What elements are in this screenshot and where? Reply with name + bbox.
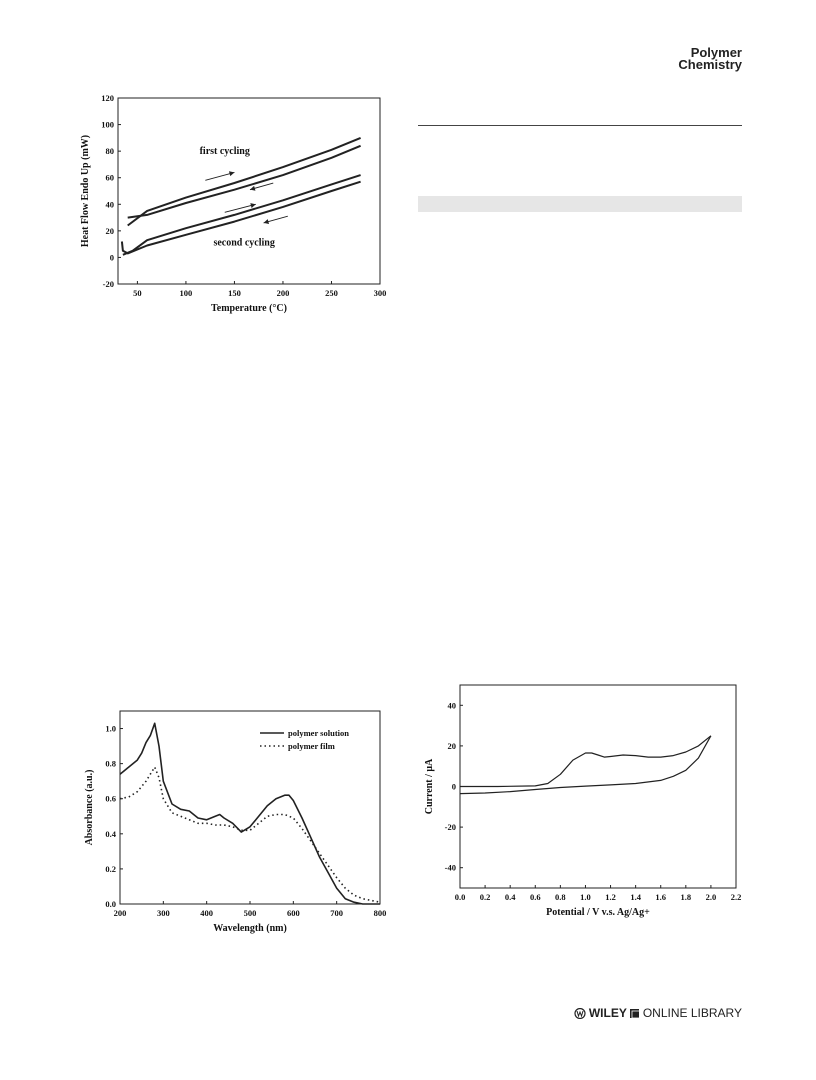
y-axis-label: Heat Flow Endo Up (mW)	[80, 135, 91, 247]
x-tick-label: 800	[374, 908, 387, 918]
heating-arrow-lower	[224, 203, 256, 213]
x-tick-label: 1.6	[655, 892, 666, 902]
y-tick-label: 0.4	[105, 829, 116, 839]
y-tick-label: -40	[445, 863, 456, 873]
legend-film-label: polymer film	[288, 741, 335, 751]
x-tick-label: 1.0	[580, 892, 591, 902]
heating-arrow-upper	[205, 171, 235, 181]
y-tick-label: 40	[106, 199, 115, 209]
plot-frame	[119, 710, 381, 905]
x-tick-label: 0.8	[555, 892, 566, 902]
y-tick-label: -20	[103, 279, 114, 289]
heating-arrow-upper-head	[228, 171, 235, 177]
y-tick-label: 1.0	[105, 724, 116, 734]
x-tick-label: 2.2	[731, 892, 742, 902]
x-tick-label: 150	[228, 288, 241, 298]
online-library-book-icon	[629, 1008, 641, 1018]
table-header-shade	[418, 196, 742, 212]
y-tick-label: 0.0	[105, 899, 116, 909]
first-cycling-cooling-line	[127, 144, 361, 219]
uv-vis-figure: 200 300 400 500 600 700 800 0.0 0.2 0.4 0.6 0.8 1.0 W…	[84, 710, 387, 934]
journal-name-line1: Polymer	[690, 45, 742, 60]
journal-name-line2: Chemistry	[678, 57, 742, 72]
x-tick-label: 300	[157, 908, 170, 918]
y-tick-label: 0.6	[105, 794, 116, 804]
online-library-label: ONLINE LIBRARY	[642, 1006, 742, 1020]
y-tick-label: 0.2	[105, 864, 116, 874]
y-tick-label: 20	[448, 741, 457, 751]
x-axis-label: Wavelength (nm)	[213, 923, 287, 934]
x-tick-label: 200	[114, 908, 127, 918]
first-cycling-annotation: first cycling	[200, 146, 250, 157]
wiley-logo-icon	[574, 1007, 586, 1019]
x-tick-label: 300	[374, 288, 387, 298]
x-tick-label: 0.2	[480, 892, 491, 902]
journal-header: Polymer Chemistry	[678, 45, 742, 72]
x-tick-label: 0.4	[505, 892, 516, 902]
dsc-figure: 50 100 150 200 250 300 -20 0 20 40 60 80 100 120 Tempe…	[80, 93, 387, 314]
y-tick-label: 100	[101, 120, 114, 130]
y-tick-label: 40	[448, 700, 457, 710]
wiley-wordmark: WILEY	[588, 1006, 627, 1020]
second-cycling-cooling-line	[120, 180, 361, 255]
cooling-arrow-lower-head	[263, 219, 270, 224]
second-cycling-annotation: second cycling	[213, 237, 274, 248]
y-tick-label: 20	[106, 226, 115, 236]
x-tick-label: 200	[277, 288, 290, 298]
x-tick-label: 600	[287, 908, 300, 918]
x-tick-label: 0.0	[455, 892, 466, 902]
x-tick-label: 2.0	[706, 892, 717, 902]
publisher-footer: WILEY ONLINE LIBRARY	[574, 1006, 742, 1020]
x-tick-label: 500	[244, 908, 257, 918]
x-tick-label: 1.4	[630, 892, 641, 902]
y-tick-label: 0.8	[105, 759, 116, 769]
x-tick-label: 400	[200, 908, 213, 918]
first-cycling-heating-line	[127, 136, 361, 227]
x-tick-label: 1.8	[681, 892, 692, 902]
y-tick-label: 0	[452, 782, 456, 792]
y-tick-label: 60	[106, 173, 115, 183]
polymer-film-line	[119, 766, 381, 903]
x-axis-label: Temperature (°C)	[211, 303, 287, 314]
x-tick-label: 100	[180, 288, 193, 298]
y-axis-label: Absorbance (a.u.)	[84, 770, 95, 846]
cv-cathodic-sweep-line	[459, 735, 712, 795]
second-cycling-heating-line	[122, 174, 361, 256]
y-tick-label: -20	[445, 822, 456, 832]
y-tick-label: 120	[101, 93, 114, 103]
polymer-solution-line	[119, 722, 380, 905]
x-axis-label: Potential / V v.s. Ag/Ag+	[546, 907, 650, 918]
cooling-arrow-upper-head	[249, 185, 256, 191]
y-tick-label: 0	[110, 252, 114, 262]
x-tick-label: 250	[325, 288, 338, 298]
cv-anodic-sweep-line	[460, 735, 712, 788]
cyclic-voltammogram-figure: 0.0 0.2 0.4 0.6 0.8 1.0 1.2 1.4 1.6 1.8 2.0 2.2 -40 -…	[424, 684, 742, 918]
heating-arrow-lower-head	[250, 203, 256, 208]
x-tick-label: 50	[133, 288, 142, 298]
plot-frame	[117, 97, 381, 285]
y-axis-label: Current / μA	[424, 758, 435, 814]
x-tick-label: 0.6	[530, 892, 541, 902]
legend-solution-label: polymer solution	[288, 728, 349, 738]
x-tick-label: 1.2	[605, 892, 616, 902]
y-tick-label: 80	[106, 146, 115, 156]
table-top-rule	[418, 125, 742, 126]
x-tick-label: 700	[330, 908, 343, 918]
